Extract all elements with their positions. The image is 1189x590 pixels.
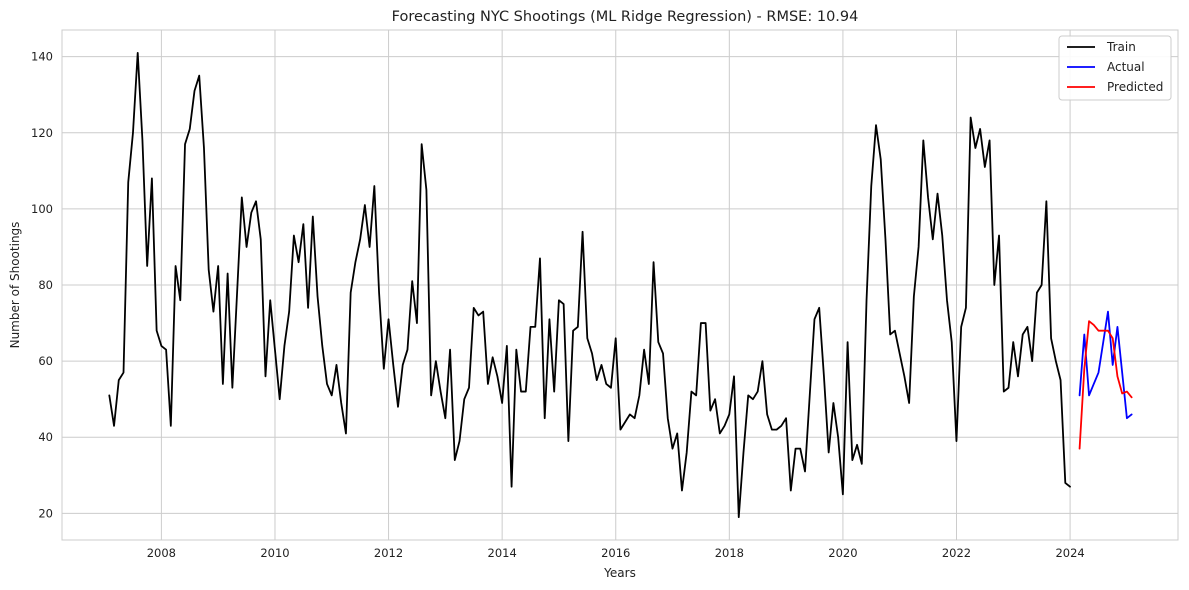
x-tick-label: 2018 (715, 546, 744, 560)
x-axis-label: Years (603, 566, 636, 580)
legend: Train Actual Predicted (1058, 35, 1172, 101)
plot-frame (61, 29, 1179, 541)
x-tick-label: 2014 (488, 546, 517, 560)
x-tick-label: 2010 (260, 546, 289, 560)
x-tick-label: 2024 (1055, 546, 1084, 560)
x-tick-labels: 2008 2010 2012 2014 2016 2018 2020 2022 2024 (147, 546, 1085, 560)
chart-title: Forecasting NYC Shootings (ML Ridge Regr… (392, 9, 859, 25)
x-tick-label: 2016 (601, 546, 630, 560)
series-lines (108, 51, 1133, 519)
legend-label-actual: Actual (1107, 60, 1145, 74)
x-tick-label: 2008 (147, 546, 176, 560)
x-tick-label: 2022 (942, 546, 971, 560)
series-line-predicted (1078, 320, 1133, 450)
legend-label-train: Train (1106, 40, 1136, 54)
legend-box (1058, 35, 1172, 101)
y-axis-label: Number of Shootings (8, 222, 22, 349)
series-line-actual (1078, 310, 1133, 420)
y-tick-label: 120 (31, 126, 53, 140)
x-tick-label: 2012 (374, 546, 403, 560)
x-tick-label: 2020 (828, 546, 857, 560)
series-line-train (108, 51, 1071, 519)
y-tick-label: 40 (38, 430, 53, 444)
y-tick-label: 80 (38, 278, 53, 292)
y-tick-labels: 20 40 60 80 100 120 140 (31, 50, 53, 521)
y-tick-label: 20 (38, 506, 53, 520)
y-tick-label: 60 (38, 354, 53, 368)
y-tick-label: 140 (31, 50, 53, 64)
y-tick-label: 100 (31, 202, 53, 216)
legend-label-predicted: Predicted (1107, 80, 1163, 94)
